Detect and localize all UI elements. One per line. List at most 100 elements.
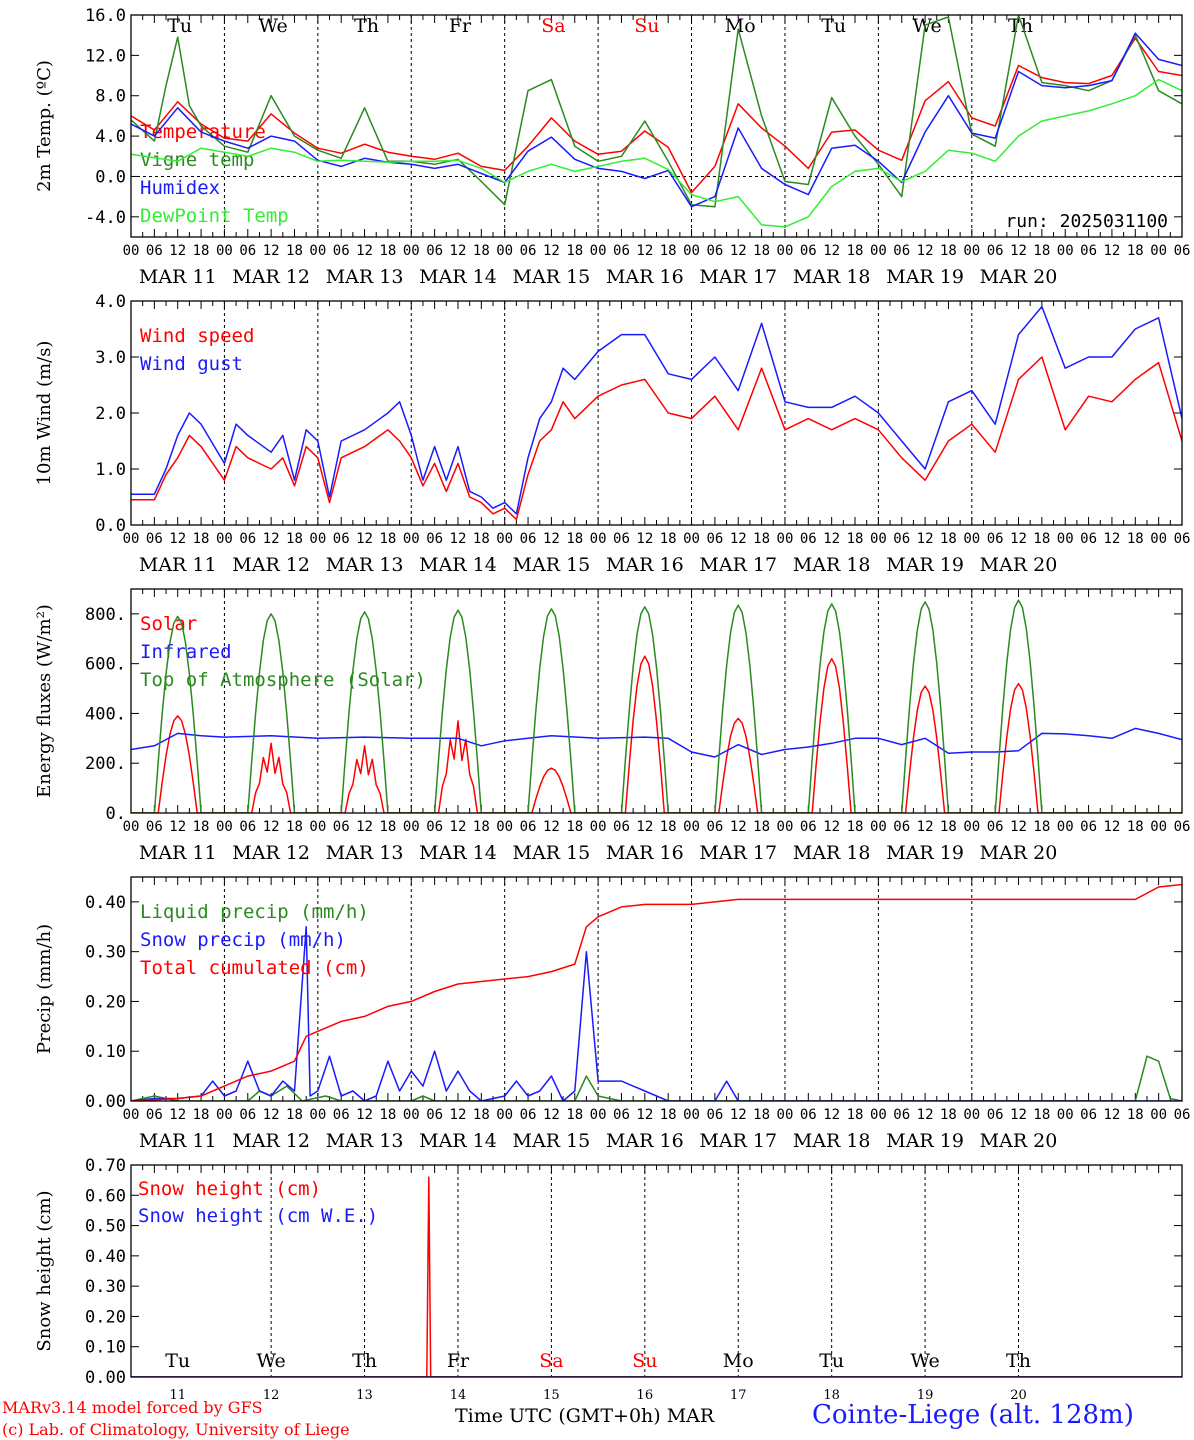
- footer-lab: (c) Lab. of Climatology, University of L…: [2, 1420, 350, 1439]
- x-hour-label: 06: [146, 1107, 163, 1123]
- y-tick-label: 2.0: [95, 404, 126, 424]
- x-date-label: MAR 12: [232, 1130, 310, 1152]
- x-hour-label: 00: [590, 531, 607, 547]
- x-day-number: 18: [823, 1388, 840, 1403]
- x-hour-label: 00: [496, 819, 513, 835]
- day-name-Sa: Sa: [541, 15, 565, 37]
- x-hour-label: 00: [870, 1107, 887, 1123]
- day-name-Su: Su: [634, 15, 659, 37]
- x-hour-label: 06: [706, 819, 723, 835]
- x-date-label: MAR 15: [513, 554, 591, 576]
- x-hour-label: 18: [286, 819, 303, 835]
- y-tick-label: 0.20: [85, 1307, 126, 1327]
- x-hour-label: 06: [333, 819, 350, 835]
- plot-frame: [130, 1164, 1183, 1378]
- x-hour-label: 06: [333, 531, 350, 547]
- x-day-number: 17: [730, 1388, 747, 1403]
- y-tick-label: 16.0: [85, 6, 126, 26]
- series-infrared: [131, 727, 1182, 758]
- x-hour-label: 06: [146, 531, 163, 547]
- y-axis-label: Energy fluxes (W/m²): [34, 604, 55, 798]
- x-hour-label: 00: [777, 819, 794, 835]
- x-hour-label: 12: [356, 1107, 373, 1123]
- x-hour-label: 12: [917, 531, 934, 547]
- y-tick-label: 600.: [85, 655, 126, 675]
- x-hour-label: 18: [193, 243, 210, 259]
- x-hour-label: 00: [777, 1107, 794, 1123]
- x-hour-label: 12: [450, 531, 467, 547]
- x-hour-label: 06: [520, 531, 537, 547]
- x-hour-label: 00: [590, 1107, 607, 1123]
- x-hour-label: 06: [893, 1107, 910, 1123]
- x-hour-label: 06: [146, 819, 163, 835]
- y-axis-label: Precip (mm/h): [34, 924, 55, 1054]
- series-humidex: [131, 32, 1182, 208]
- y-axis-label: 2m Temp. (ºC): [34, 60, 55, 192]
- x-hour-label: 12: [636, 819, 653, 835]
- x-hour-label: 18: [566, 243, 583, 259]
- x-hour-label: 00: [1150, 1107, 1167, 1123]
- run-label: run: 2025031100: [1005, 211, 1168, 232]
- x-hour-label: 06: [520, 1107, 537, 1123]
- legend-snow-height-cm-: Snow height (cm): [138, 1178, 321, 1200]
- x-hour-label: 06: [613, 243, 630, 259]
- x-hour-label: 06: [706, 531, 723, 547]
- x-hour-label: 18: [379, 819, 396, 835]
- x-hour-label: 00: [963, 243, 980, 259]
- day-name-Fr: Fr: [449, 15, 472, 37]
- x-hour-label: 12: [169, 531, 186, 547]
- x-hour-label: 12: [356, 243, 373, 259]
- panel-1: -4.0 0.0 4.0 8.0 12.0 16.0 00 06 12 18 00 06 12 18 00 0…: [34, 6, 1190, 288]
- x-date-label: MAR 16: [606, 554, 684, 576]
- x-hour-label: 18: [1033, 531, 1050, 547]
- x-hour-label: 00: [870, 243, 887, 259]
- x-hour-label: 12: [169, 819, 186, 835]
- x-hour-label: 06: [893, 819, 910, 835]
- x-hour-label: 12: [730, 1107, 747, 1123]
- x-hour-label: 12: [543, 243, 560, 259]
- x-hour-label: 06: [706, 1107, 723, 1123]
- x-hour-label: 06: [613, 1107, 630, 1123]
- day-name-Mo: Mo: [725, 15, 756, 37]
- legend-snow-height-cm-w-e-: Snow height (cm W.E.): [138, 1205, 378, 1227]
- x-hour-label: 06: [426, 531, 443, 547]
- x-hour-label: 00: [216, 1107, 233, 1123]
- y-tick-label: 0.70: [85, 1156, 126, 1176]
- x-date-label: MAR 12: [232, 842, 310, 864]
- x-date-label: MAR 13: [326, 266, 404, 288]
- x-hour-label: 00: [777, 531, 794, 547]
- x-hour-label: 18: [940, 243, 957, 259]
- x-hour-label: 06: [800, 531, 817, 547]
- x-hour-label: 18: [193, 531, 210, 547]
- x-date-label: MAR 11: [139, 266, 217, 288]
- x-date-label: MAR 18: [793, 554, 871, 576]
- x-day-number: 16: [637, 1388, 654, 1403]
- x-date-label: MAR 15: [513, 1130, 591, 1152]
- x-hour-label: 00: [496, 243, 513, 259]
- x-hour-label: 18: [753, 243, 770, 259]
- x-hour-label: 12: [169, 243, 186, 259]
- x-hour-label: 18: [473, 819, 490, 835]
- x-hour-label: 12: [823, 531, 840, 547]
- x-hour-label: 06: [239, 1107, 256, 1123]
- x-hour-label: 18: [1127, 243, 1144, 259]
- x-hour-label: 18: [379, 1107, 396, 1123]
- x-hour-label: 18: [473, 531, 490, 547]
- x-hour-label: 00: [963, 531, 980, 547]
- x-date-label: MAR 19: [886, 1130, 964, 1152]
- x-hour-label: 00: [1150, 531, 1167, 547]
- x-hour-label: 06: [426, 819, 443, 835]
- x-date-label: MAR 20: [980, 842, 1058, 864]
- x-hour-label: 00: [1150, 243, 1167, 259]
- x-hour-label: 18: [473, 243, 490, 259]
- x-hour-label: 18: [193, 1107, 210, 1123]
- x-hour-label: 12: [636, 243, 653, 259]
- x-date-label: MAR 14: [419, 1130, 497, 1152]
- x-hour-label: 06: [706, 243, 723, 259]
- day-name-Th: Th: [354, 15, 379, 37]
- x-date-label: MAR 17: [699, 266, 777, 288]
- x-hour-label: 18: [1033, 243, 1050, 259]
- x-day-number: 14: [450, 1388, 467, 1403]
- panel-2: 0.0 1.0 2.0 3.0 4.0 00 06 12 18 00 06 12 18 00 06 12 18 0…: [34, 292, 1190, 576]
- day-name-Mo: Mo: [723, 1350, 754, 1372]
